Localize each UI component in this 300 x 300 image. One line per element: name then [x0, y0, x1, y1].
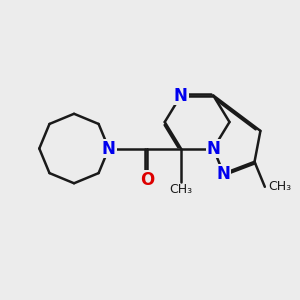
- Text: N: N: [217, 165, 230, 183]
- Text: CH₃: CH₃: [169, 183, 193, 196]
- Text: O: O: [140, 171, 154, 189]
- Text: N: N: [174, 86, 188, 104]
- Text: N: N: [206, 140, 220, 158]
- Text: N: N: [102, 140, 116, 158]
- Text: CH₃: CH₃: [268, 180, 291, 193]
